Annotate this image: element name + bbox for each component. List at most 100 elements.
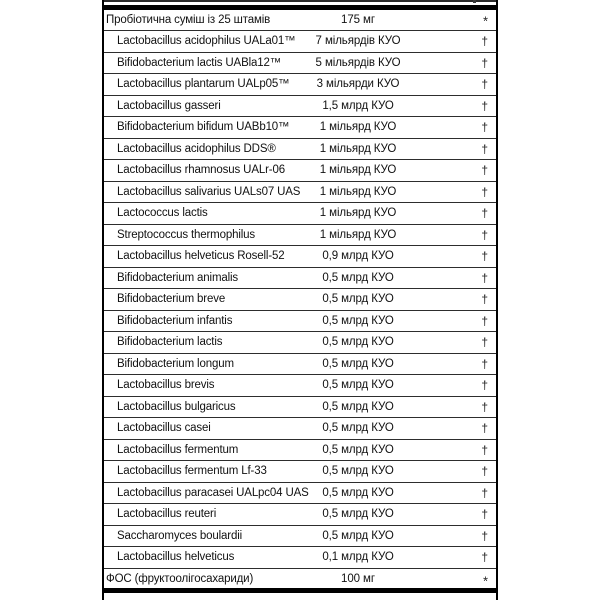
- ingredient-name: ФОС (фруктоолігосахариди): [106, 573, 254, 586]
- table-row: Bifidobacterium lactis 0,5 млрд КУО †: [104, 332, 496, 354]
- ingredient-name: Lactobacillus paracasei UALpc04 UAS: [117, 486, 309, 499]
- table-row: Bifidobacterium bifidum UABb10™ 1 мільяр…: [104, 117, 496, 139]
- ingredient-amount: 0,5 млрд КУО: [322, 293, 394, 306]
- ingredient-amount: 0,5 млрд КУО: [322, 379, 394, 392]
- ingredient-name: Lactobacillus rhamnosus UALr-06: [117, 164, 285, 177]
- ingredient-amount: 0,5 млрд КУО: [322, 529, 394, 542]
- ingredient-amount: 0,5 млрд КУО: [322, 400, 394, 413]
- footnote-symbol: †: [481, 378, 488, 393]
- footnote-symbol: †: [481, 184, 488, 199]
- ingredient-amount: 1 мільярд КУО: [319, 164, 397, 177]
- table-row: Lactobacillus acidophilus UALa01™ 7 міль…: [104, 31, 496, 53]
- ingredient-name: Lactobacillus bulgaricus: [117, 400, 236, 413]
- ingredient-name: Bifidobacterium bifidum UABb10™: [117, 121, 290, 134]
- ingredient-amount: 1 мільярд КУО: [319, 121, 397, 134]
- ingredient-name: Bifidobacterium lactis UABla12™: [117, 56, 282, 69]
- footnote-symbol: *: [482, 13, 488, 29]
- footnote-symbol: †: [481, 55, 488, 70]
- table-row: Lactobacillus gasseri 1,5 млрд КУО †: [104, 96, 496, 117]
- ingredient-name: Lactobacillus acidophilus UALa01™: [117, 35, 296, 48]
- ingredient-amount: 7 мільярдів КУО: [315, 35, 401, 48]
- ingredient-amount: 175 мг: [341, 13, 375, 26]
- ingredient-amount: 0,5 млрд КУО: [322, 357, 394, 370]
- ingredient-name: Bifidobacterium infantis: [117, 314, 233, 327]
- footnote-symbol: †: [481, 464, 488, 479]
- footnote-symbol: †: [481, 77, 488, 92]
- ingredient-name: Saccharomyces boulardii: [117, 529, 243, 542]
- table-row: Пробіотична суміш із 25 штамів 175 мг *: [104, 10, 496, 31]
- footnote-symbol: †: [481, 34, 488, 49]
- ingredient-amount: 1 мільярд КУО: [319, 142, 397, 155]
- ingredient-name: Bifidobacterium lactis: [117, 336, 223, 349]
- footnote-symbol: †: [481, 98, 488, 113]
- ingredient-amount: 0,5 млрд КУО: [322, 443, 394, 456]
- ingredient-name: Lactobacillus plantarum UALp05™: [117, 78, 290, 91]
- table-right-border: [496, 0, 498, 600]
- table-row: Bifidobacterium animalis 0,5 млрд КУО †: [104, 268, 496, 289]
- table-row: Lactobacillus brevis 0,5 млрд КУО †: [104, 375, 496, 397]
- ingredient-amount: 3 мільярди КУО: [316, 78, 400, 91]
- table-row: Lactobacillus reuteri 0,5 млрд КУО †: [104, 504, 496, 526]
- table-row: Lactobacillus acidophilus DDS® 1 мільярд…: [104, 139, 496, 160]
- ingredient-name: Lactobacillus acidophilus DDS®: [117, 142, 276, 155]
- footnote-symbol: †: [481, 442, 488, 457]
- ingredient-amount: 0,5 млрд КУО: [322, 508, 394, 521]
- ingredient-amount: 0,5 млрд КУО: [322, 314, 394, 327]
- table-row: Lactococcus lactis 1 мільярд КУО †: [104, 203, 496, 225]
- ingredient-amount: 1 мільярд КУО: [319, 228, 397, 241]
- table-row: Lactobacillus fermentum Lf-33 0,5 млрд К…: [104, 461, 496, 483]
- ingredient-amount: 100 мг: [341, 573, 375, 586]
- ingredient-name: Bifidobacterium breve: [117, 293, 226, 306]
- ingredient-name: Lactobacillus helveticus: [117, 551, 235, 564]
- ingredient-amount: 0,5 млрд КУО: [322, 422, 394, 435]
- ingredient-amount: 1 мільярд КУО: [319, 185, 397, 198]
- ingredient-amount: 5 мільярдів КУО: [315, 56, 401, 69]
- table-row: Lactobacillus rhamnosus UALr-06 1 мільяр…: [104, 160, 496, 182]
- table-row: Bifidobacterium lactis UABla12™ 5 мільяр…: [104, 53, 496, 74]
- table-row: Lactobacillus fermentum 0,5 млрд КУО †: [104, 440, 496, 461]
- table-row: Lactobacillus helveticus 0,1 млрд КУО †: [104, 547, 496, 569]
- footnote-symbol: †: [481, 249, 488, 264]
- ingredient-name: Lactobacillus salivarius UALs07 UAS: [117, 185, 301, 198]
- ingredient-name: Lactobacillus helveticus Rosell-52: [117, 250, 285, 263]
- cut-off-row-separator: [104, 0, 496, 2]
- cut-off-dagger-icon: [473, 0, 476, 3]
- table-row: Lactobacillus plantarum UALp05™ 3 мільяр…: [104, 74, 496, 96]
- footnote-symbol: †: [481, 485, 488, 500]
- footnote-symbol: †: [481, 356, 488, 371]
- table-row: Bifidobacterium longum 0,5 млрд КУО †: [104, 354, 496, 375]
- ingredient-name: Lactococcus lactis: [117, 207, 208, 220]
- ingredient-name: Streptococcus thermophilus: [117, 228, 256, 241]
- top-thick-rule: [104, 5, 496, 10]
- ingredient-amount: 1 мільярд КУО: [319, 207, 397, 220]
- table-row: Bifidobacterium breve 0,5 млрд КУО †: [104, 289, 496, 311]
- bottom-thick-rule: [104, 588, 496, 593]
- table-left-border: [102, 0, 104, 600]
- footnote-symbol: †: [481, 507, 488, 522]
- table-row: Saccharomyces boulardii 0,5 млрд КУО †: [104, 526, 496, 547]
- ingredient-amount: 0,5 млрд КУО: [322, 336, 394, 349]
- footnote-symbol: †: [481, 163, 488, 178]
- footnote-symbol: *: [482, 573, 488, 589]
- table-row: Lactobacillus salivarius UALs07 UAS 1 мі…: [104, 182, 496, 203]
- footnote-symbol: †: [481, 292, 488, 307]
- footnote-symbol: †: [481, 206, 488, 221]
- footnote-symbol: †: [481, 313, 488, 328]
- ingredient-name: Bifidobacterium longum: [117, 357, 234, 370]
- table-row: ФОС (фруктоолігосахариди) 100 мг *: [104, 569, 496, 591]
- footnote-symbol: †: [481, 227, 488, 242]
- ingredient-amount: 0,5 млрд КУО: [322, 465, 394, 478]
- table-row: Lactobacillus bulgaricus 0,5 млрд КУО †: [104, 397, 496, 418]
- footnote-symbol: †: [481, 120, 488, 135]
- table-row: Lactobacillus paracasei UALpc04 UAS 0,5 …: [104, 483, 496, 504]
- footnote-symbol: †: [481, 141, 488, 156]
- ingredient-table: Пробіотична суміш із 25 штамів 175 мг * …: [104, 10, 496, 591]
- footnote-symbol: †: [481, 550, 488, 565]
- footnote-symbol: †: [481, 270, 488, 285]
- ingredient-name: Bifidobacterium animalis: [117, 271, 239, 284]
- table-row: Bifidobacterium infantis 0,5 млрд КУО †: [104, 311, 496, 332]
- ingredient-name: Lactobacillus reuteri: [117, 508, 217, 521]
- table-row: Streptococcus thermophilus 1 мільярд КУО…: [104, 225, 496, 246]
- ingredient-name: Lactobacillus casei: [117, 422, 211, 435]
